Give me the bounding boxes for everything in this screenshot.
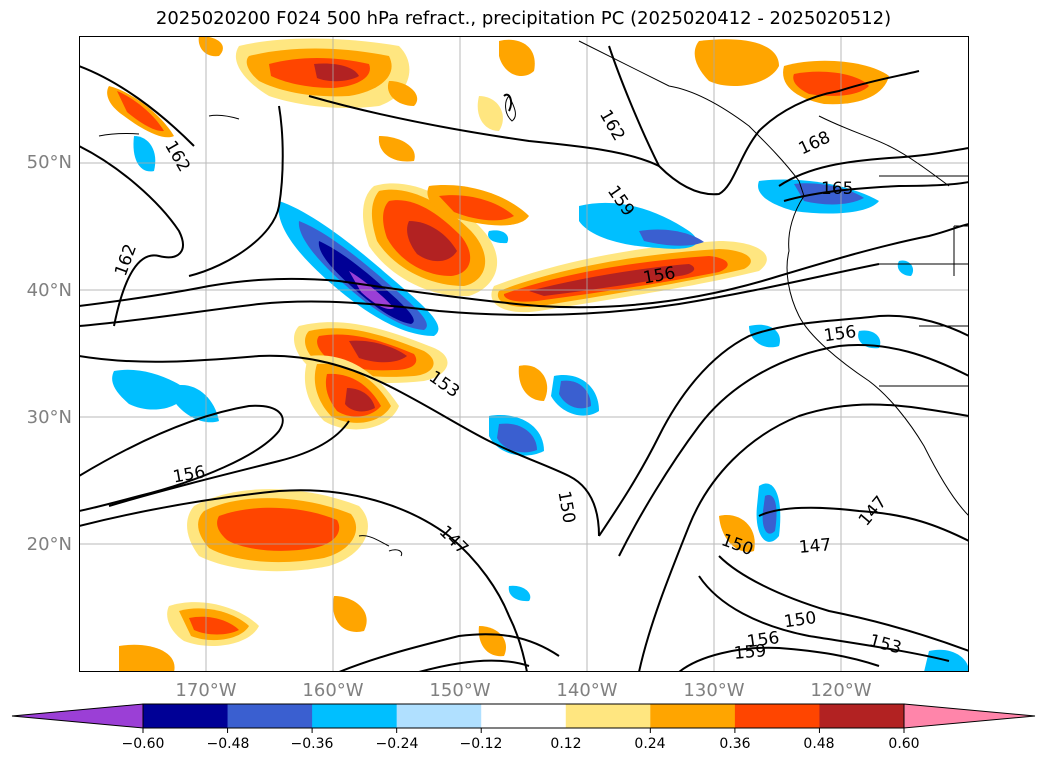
neg-anomaly-blob (174, 385, 219, 423)
pos-anomaly-blob (518, 365, 548, 401)
map-frame (79, 36, 969, 672)
precip-shading (107, 36, 969, 672)
lon-label-160w: 160°W (302, 680, 364, 701)
pos-anomaly-blob (387, 81, 418, 106)
colorbar-segment (396, 704, 482, 728)
refractivity-contours (79, 45, 969, 672)
pos-anomaly-blob (529, 264, 695, 296)
pos-anomaly-blob (345, 388, 375, 412)
colorbar-segment (227, 704, 313, 728)
pos-anomaly-blob (439, 195, 514, 221)
contour-label: 165 (821, 179, 853, 199)
neg-anomaly-blob (318, 241, 414, 324)
colorbar-extend-min (11, 703, 144, 729)
pos-anomaly-blob (378, 136, 415, 162)
map-title: 2025020200 F024 500 hPa refract., precip… (155, 8, 892, 29)
neg-anomaly-blob (858, 330, 881, 349)
neg-anomaly-blob (497, 423, 537, 453)
neg-anomaly-blob (639, 229, 704, 246)
colorbar-tick-label: 0.48 (803, 736, 835, 752)
colorbar-segment (312, 704, 398, 728)
neg-anomaly-blob (112, 369, 189, 410)
pos-anomaly-blob (349, 340, 407, 363)
pos-anomaly-blob (407, 221, 457, 262)
lat-label-30n: 30°N (26, 407, 72, 428)
colorbar-tick-label: −0.12 (459, 736, 503, 752)
contour-label: 147 (798, 535, 832, 558)
lon-label-170w: 170°W (175, 680, 237, 701)
contour-label: 150 (783, 608, 818, 632)
colorbar-tick-label: 0.60 (888, 736, 920, 752)
pos-anomaly-blob (333, 596, 367, 632)
colorbar-tick-label: −0.60 (121, 736, 165, 752)
contour-label: 159 (733, 641, 767, 664)
pos-anomaly-blob (198, 36, 223, 57)
lon-label-140w: 140°W (556, 680, 618, 701)
pos-anomaly-blob (119, 644, 175, 672)
lat-label-20n: 20°N (26, 534, 72, 555)
neg-anomaly-blob (488, 230, 509, 244)
colorbar-segment (143, 704, 229, 728)
lat-label-40n: 40°N (26, 280, 72, 301)
contour-label: 156 (823, 322, 858, 346)
colorbar-segment (565, 704, 651, 728)
colorbar (11, 703, 1036, 733)
neg-anomaly-blob (749, 324, 780, 348)
lon-label-130w: 130°W (683, 680, 745, 701)
pos-anomaly-blob (793, 71, 869, 96)
pos-anomaly-blob (694, 39, 779, 86)
graticule (79, 36, 969, 672)
neg-anomaly-blob (762, 495, 777, 534)
pos-anomaly-blob (217, 507, 340, 551)
colorbar-segment (734, 704, 820, 728)
pos-anomaly-blob (499, 39, 535, 76)
colorbar-tick-label: 0.12 (550, 736, 582, 752)
colorbar-segment (481, 704, 567, 728)
pos-anomaly-blob (314, 63, 359, 82)
neg-anomaly-blob (794, 183, 864, 205)
pos-anomaly-blob (719, 515, 755, 552)
pos-anomaly-blob (189, 616, 239, 635)
pos-anomaly-blob (117, 91, 164, 132)
pos-anomaly-blob (477, 96, 503, 131)
colorbar-tick-label: 0.36 (719, 736, 751, 752)
colorbar-tick-label: −0.36 (290, 736, 334, 752)
neg-anomaly-blob (508, 585, 531, 602)
colorbar-segment (650, 704, 736, 728)
lat-label-50n: 50°N (26, 152, 72, 173)
lon-label-150w: 150°W (429, 680, 491, 701)
neg-anomaly-blob (559, 380, 591, 409)
colorbar-tick-label: −0.48 (206, 736, 250, 752)
contour-label: 156 (746, 628, 781, 652)
colorbar-tick-label: −0.24 (375, 736, 419, 752)
map-canvas: 162 162 162 159 168 165 156 156 153 156 … (79, 36, 969, 672)
colorbar-tick-label: 0.24 (634, 736, 666, 752)
map-panel: 162 162 162 159 168 165 156 156 153 156 … (79, 36, 969, 672)
colorbar-extend-max (903, 703, 1036, 729)
colorbar-segment (819, 704, 905, 728)
lon-label-120w: 120°W (810, 680, 872, 701)
